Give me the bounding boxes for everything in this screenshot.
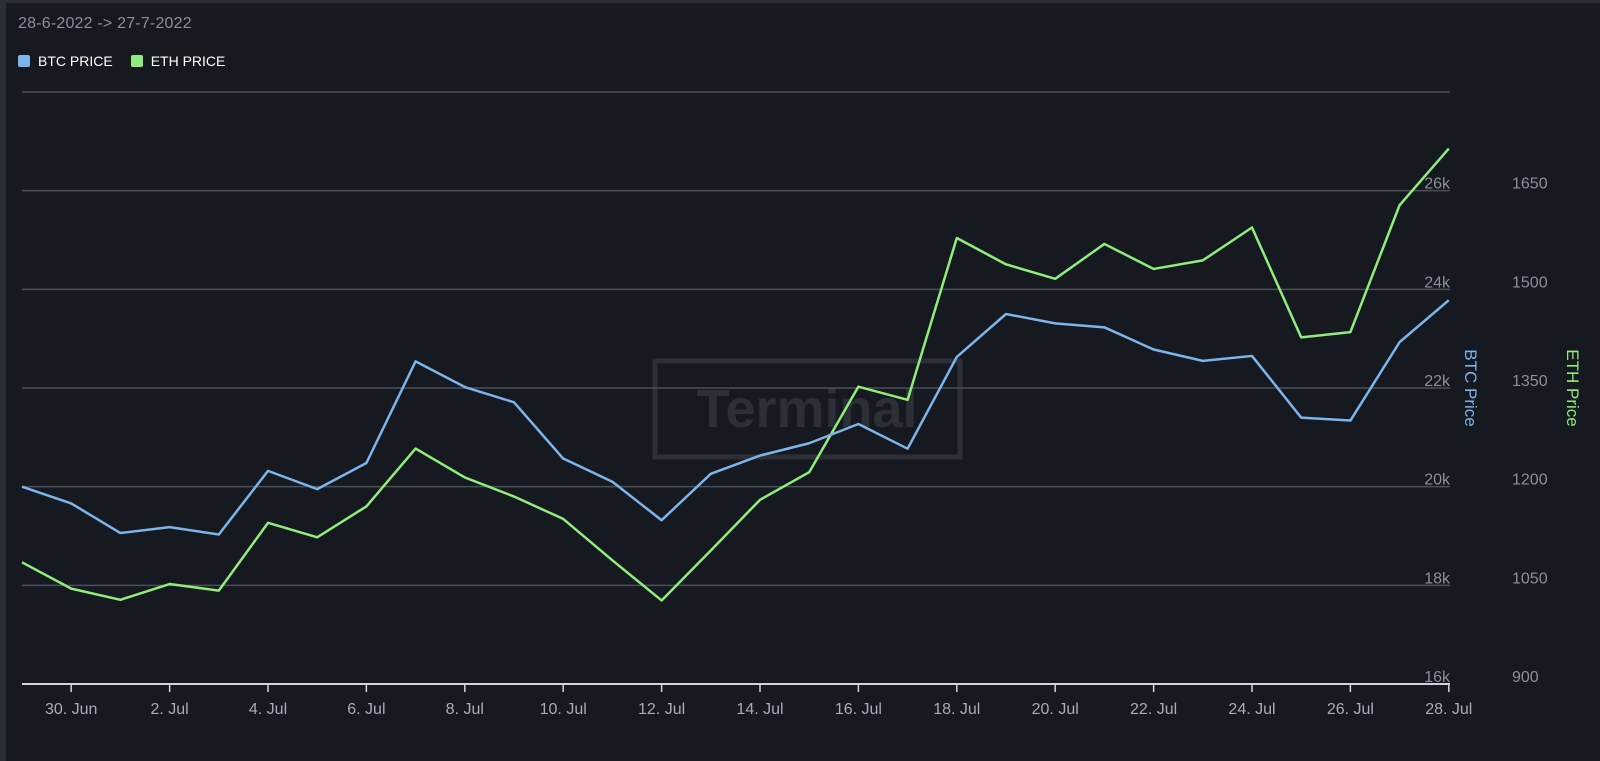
x-tick-label: 28. Jul [1425,701,1472,718]
x-tick-label: 16. Jul [835,701,882,718]
y-left-tick-label: 18k [1424,570,1451,587]
y-left-tick-label: 24k [1424,274,1451,291]
left-border [0,0,6,761]
x-tick-label: 22. Jul [1130,701,1177,718]
legend: BTC PRICE ETH PRICE [18,53,225,69]
y-right-tick-label: 900 [1512,669,1539,686]
legend-swatch-btc [18,55,30,67]
watermark-frame [652,358,963,460]
x-tick-label: 12. Jul [638,701,685,718]
x-tick-label: 2. Jul [150,701,188,718]
x-tick-label: 24. Jul [1228,701,1275,718]
x-tick-label: 4. Jul [249,701,287,718]
legend-item-btc[interactable]: BTC PRICE [18,53,113,69]
x-tick-label: 26. Jul [1327,701,1374,718]
legend-swatch-eth [130,55,143,67]
x-tick-label: 6. Jul [347,701,385,718]
series-line-eth [21,147,1450,602]
y-right-axis-title: ETH Price [1563,349,1582,426]
legend-label-btc: BTC PRICE [38,53,113,69]
y-right-tick-label: 1050 [1512,570,1548,587]
y-left-tick-label: 20k [1424,472,1451,489]
y-left-tick-label: 26k [1424,176,1451,193]
x-tick-label: 14. Jul [736,701,783,718]
x-tick-label: 20. Jul [1032,701,1079,718]
y-right-tick-label: 1350 [1512,373,1548,390]
y-left-axis-title: BTC Price [1461,349,1480,426]
top-border [0,0,1600,3]
x-tick-label: 18. Jul [933,701,980,718]
legend-label-eth: ETH PRICE [150,53,226,69]
legend-item-eth[interactable]: ETH PRICE [130,53,226,69]
y-left-tick-label: 22k [1424,373,1451,390]
y-right-tick-label: 1200 [1512,472,1548,489]
y-right-tick-label: 1500 [1512,274,1548,291]
x-tick-label: 8. Jul [446,701,484,718]
watermark-text: Terminal [696,379,917,439]
series-line-btc [21,299,1450,536]
x-tick-label: 30. Jun [45,701,97,718]
y-right-tick-label: 1650 [1512,176,1548,193]
y-left-tick-label: 16k [1424,669,1451,686]
date-range-label: 28-6-2022 -> 27-7-2022 [18,15,192,32]
x-tick-label: 10. Jul [540,701,587,718]
